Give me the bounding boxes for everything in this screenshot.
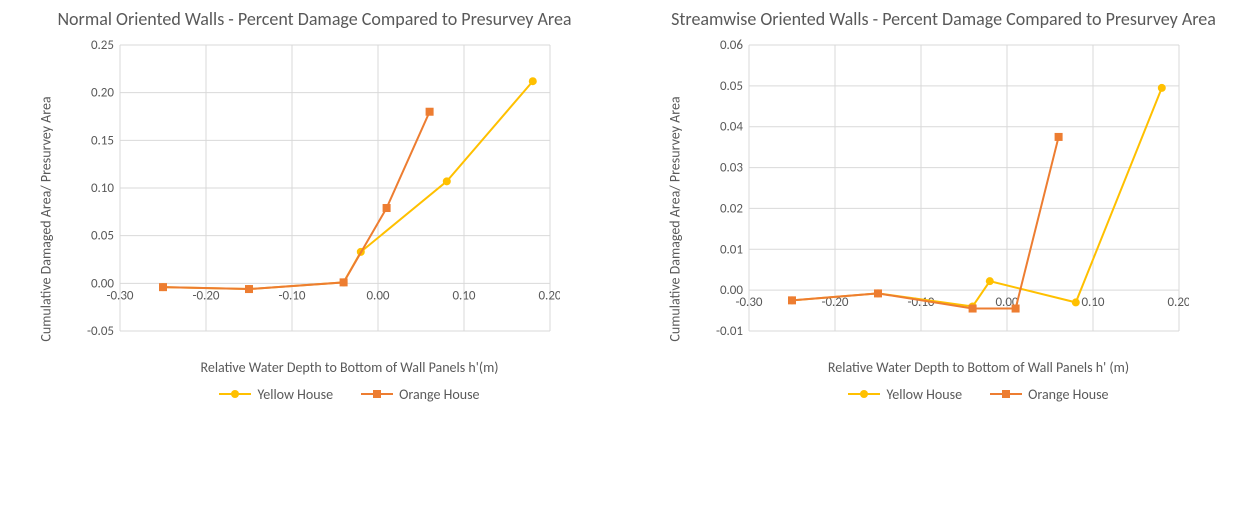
chart-title: Normal Oriented Walls - Percent Damage C… [0, 8, 629, 31]
y-axis-label: Cumulative Damaged Area/ Presurvey Area [667, 96, 684, 341]
x-axis-label: Relative Water Depth to Bottom of Wall P… [70, 359, 629, 376]
x-tick-label: -0.20 [192, 288, 219, 303]
data-point [159, 283, 167, 291]
x-tick-label: -0.30 [106, 288, 133, 303]
y-tick-label: 0.25 [91, 38, 114, 53]
legend-item-yellow: Yellow House [219, 386, 333, 403]
data-point [1055, 132, 1063, 140]
y-tick-label: 0.05 [91, 228, 114, 243]
legend: Yellow House Orange House [699, 386, 1258, 403]
data-point [1012, 304, 1020, 312]
data-point [426, 107, 434, 115]
x-tick-label: 0.20 [1167, 295, 1189, 310]
x-tick-label: 0.10 [452, 288, 475, 303]
legend-item-yellow: Yellow House [848, 386, 962, 403]
legend-marker-yellow [219, 388, 251, 400]
y-tick-label: 0.06 [720, 38, 743, 53]
x-axis-label: Relative Water Depth to Bottom of Wall P… [699, 359, 1258, 376]
data-point [969, 304, 977, 312]
data-point [245, 285, 253, 293]
legend-item-orange: Orange House [361, 386, 479, 403]
legend-label: Yellow House [886, 386, 962, 403]
legend-marker-orange [361, 388, 393, 400]
legend-label: Yellow House [257, 386, 333, 403]
legend-label: Orange House [1028, 386, 1108, 403]
y-axis-label: Cumulative Damaged Area/ Presurvey Area [38, 96, 55, 341]
y-tick-label: 0.15 [91, 133, 114, 148]
data-point [529, 77, 537, 85]
x-tick-label: -0.10 [278, 288, 305, 303]
legend-marker-yellow [848, 388, 880, 400]
data-point [1158, 83, 1166, 91]
legend-item-orange: Orange House [990, 386, 1108, 403]
y-tick-label: 0.10 [91, 181, 114, 196]
plot-svg: -0.010.000.010.020.030.040.050.06-0.30-0… [699, 35, 1189, 355]
data-point [1072, 298, 1080, 306]
x-tick-label: 0.00 [366, 288, 389, 303]
y-tick-label: -0.01 [716, 324, 743, 339]
streamwise-walls-panel: Streamwise Oriented Walls - Percent Dama… [629, 0, 1258, 519]
plot-svg: -0.05 0.00 0.05 0.10 0.15 0.20 0.25 -0.30 -0.20 -… [70, 35, 560, 355]
plot-wrap: Cumulative Damaged Area/ Presurvey Area … [70, 35, 629, 403]
x-tick-label: -0.30 [735, 295, 762, 310]
y-tick-label: -0.05 [87, 324, 114, 339]
normal-walls-panel: Normal Oriented Walls - Percent Damage C… [0, 0, 629, 519]
legend-marker-orange [990, 388, 1022, 400]
y-tick-label: 0.20 [91, 85, 114, 100]
data-point [788, 296, 796, 304]
y-tick-label: 0.03 [720, 160, 743, 175]
data-point [443, 177, 451, 185]
y-tick-label: 0.04 [720, 119, 743, 134]
legend: Yellow House Orange House [70, 386, 629, 403]
data-point [874, 289, 882, 297]
y-tick-label: 0.05 [720, 78, 743, 93]
data-point [383, 204, 391, 212]
y-tick-label: 0.02 [720, 201, 743, 216]
data-point [986, 277, 994, 285]
plot-wrap: Cumulative Damaged Area/ Presurvey Area … [699, 35, 1258, 403]
x-tick-label: 0.20 [538, 288, 560, 303]
charts-row: Normal Oriented Walls - Percent Damage C… [0, 0, 1258, 519]
y-tick-label: 0.01 [720, 242, 743, 257]
x-tick-label: 0.10 [1081, 295, 1104, 310]
legend-label: Orange House [399, 386, 479, 403]
chart-title: Streamwise Oriented Walls - Percent Dama… [629, 8, 1258, 31]
data-point [340, 278, 348, 286]
